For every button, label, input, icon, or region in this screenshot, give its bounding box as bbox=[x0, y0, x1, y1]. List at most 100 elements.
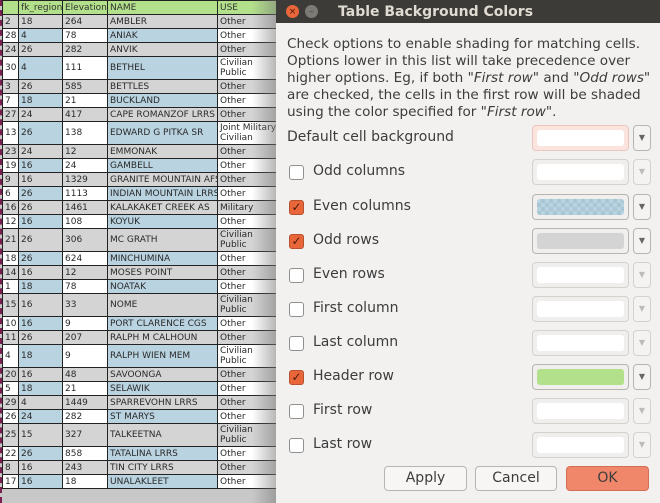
table-cell[interactable]: SPARREVOHN LRRS bbox=[107, 395, 218, 410]
table-cell[interactable]: RALPH M CALHOUN bbox=[107, 330, 218, 345]
table-cell[interactable]: Other bbox=[217, 28, 277, 43]
table-cell[interactable]: 138 bbox=[62, 121, 108, 145]
table-cell[interactable]: 3 bbox=[2, 79, 19, 94]
column-header[interactable]: fk_region bbox=[18, 0, 63, 15]
table-cell[interactable]: 9 bbox=[62, 344, 108, 368]
table-cell[interactable]: 16 bbox=[18, 460, 63, 475]
table-cell[interactable]: ST MARYS bbox=[107, 409, 218, 424]
table-cell[interactable]: MINCHUMINA bbox=[107, 251, 218, 266]
table-cell[interactable]: UNALAKLEET bbox=[107, 474, 218, 489]
table-cell[interactable]: 26 bbox=[18, 228, 63, 252]
table-cell[interactable]: 858 bbox=[62, 446, 108, 461]
table-cell[interactable]: 28 bbox=[2, 28, 19, 43]
table-cell[interactable]: 417 bbox=[62, 107, 108, 122]
column-header[interactable]: Elevation bbox=[62, 0, 108, 15]
table-cell[interactable]: Other bbox=[217, 172, 277, 187]
table-cell[interactable]: 624 bbox=[62, 251, 108, 266]
first-row-checkbox[interactable] bbox=[289, 404, 304, 419]
table-cell[interactable]: BUCKLAND bbox=[107, 93, 218, 108]
first-column-color-button[interactable] bbox=[532, 296, 629, 322]
even-rows-checkbox[interactable] bbox=[289, 268, 304, 283]
table-cell[interactable]: 23 bbox=[2, 144, 19, 159]
table-cell[interactable]: 19 bbox=[2, 158, 19, 173]
table-cell[interactable]: Joint Military Civilian bbox=[217, 121, 277, 145]
table-cell[interactable]: 6 bbox=[2, 186, 19, 201]
table-cell[interactable]: 13 bbox=[2, 121, 19, 145]
minimize-button[interactable]: – bbox=[305, 5, 318, 18]
table-cell[interactable]: 26 bbox=[18, 186, 63, 201]
table-cell[interactable]: 15 bbox=[18, 423, 63, 447]
table-cell[interactable]: Other bbox=[217, 144, 277, 159]
table-cell[interactable]: Civilian Public bbox=[217, 423, 277, 447]
apply-button[interactable]: Apply bbox=[384, 466, 467, 491]
table-cell[interactable]: Other bbox=[217, 316, 277, 331]
table-cell[interactable]: RALPH WIEN MEM bbox=[107, 344, 218, 368]
table-cell[interactable]: Other bbox=[217, 107, 277, 122]
table-cell[interactable]: ANIAK bbox=[107, 28, 218, 43]
odd-rows-color-button[interactable] bbox=[532, 228, 629, 254]
table-cell[interactable]: Other bbox=[217, 395, 277, 410]
table-cell[interactable]: Civilian Public bbox=[217, 344, 277, 368]
table-cell[interactable]: Other bbox=[217, 186, 277, 201]
table-cell[interactable]: 21 bbox=[2, 228, 19, 252]
table-cell[interactable]: 26 bbox=[2, 409, 19, 424]
table-cell[interactable]: Other bbox=[217, 265, 277, 280]
table-cell[interactable]: 24 bbox=[18, 107, 63, 122]
close-button[interactable]: × bbox=[286, 5, 299, 18]
table-cell[interactable]: Other bbox=[217, 279, 277, 294]
table-cell[interactable]: INDIAN MOUNTAIN LRRS bbox=[107, 186, 218, 201]
table-cell[interactable]: 1449 bbox=[62, 395, 108, 410]
table-cell[interactable]: 8 bbox=[2, 460, 19, 475]
table-cell[interactable]: 18 bbox=[18, 344, 63, 368]
table-cell[interactable]: 24 bbox=[18, 144, 63, 159]
table-cell[interactable]: GRANITE MOUNTAIN AFS bbox=[107, 172, 218, 187]
table-cell[interactable]: AMBLER bbox=[107, 14, 218, 29]
table-cell[interactable]: 4 bbox=[2, 344, 19, 368]
table-cell[interactable]: 25 bbox=[2, 423, 19, 447]
table-cell[interactable]: BETHEL bbox=[107, 56, 218, 80]
table-cell[interactable]: EMMONAK bbox=[107, 144, 218, 159]
odd-rows-color-dropdown[interactable]: ▼ bbox=[633, 228, 651, 254]
table-cell[interactable]: 16 bbox=[18, 172, 63, 187]
first-row-color-dropdown[interactable]: ▼ bbox=[633, 398, 651, 424]
table-cell[interactable]: 264 bbox=[62, 14, 108, 29]
table-cell[interactable]: 4 bbox=[18, 395, 63, 410]
table-cell[interactable]: 24 bbox=[2, 42, 19, 57]
table-cell[interactable]: Other bbox=[217, 330, 277, 345]
table-cell[interactable]: Other bbox=[217, 474, 277, 489]
even-columns-color-button[interactable] bbox=[532, 194, 629, 220]
table-cell[interactable]: 26 bbox=[18, 42, 63, 57]
header-row-color-button[interactable] bbox=[532, 364, 629, 390]
cancel-button[interactable]: Cancel bbox=[475, 466, 557, 491]
table-cell[interactable]: 26 bbox=[18, 330, 63, 345]
table-cell[interactable]: 24 bbox=[62, 158, 108, 173]
table-cell[interactable]: 48 bbox=[62, 367, 108, 382]
last-row-color-button[interactable] bbox=[532, 432, 629, 458]
table-cell[interactable]: 26 bbox=[18, 446, 63, 461]
table-cell[interactable]: 9 bbox=[62, 316, 108, 331]
table-cell[interactable]: Other bbox=[217, 14, 277, 29]
table-cell[interactable]: Other bbox=[217, 158, 277, 173]
table-cell[interactable]: 9 bbox=[2, 172, 19, 187]
table-cell[interactable]: 14 bbox=[2, 265, 19, 280]
odd-columns-checkbox[interactable] bbox=[289, 165, 304, 180]
table-cell[interactable]: 1461 bbox=[62, 200, 108, 215]
table-cell[interactable]: 18 bbox=[18, 279, 63, 294]
table-cell[interactable]: 18 bbox=[18, 93, 63, 108]
table-cell[interactable]: 12 bbox=[62, 144, 108, 159]
table-cell[interactable]: Civilian Public bbox=[217, 293, 277, 317]
table-cell[interactable]: 21 bbox=[62, 381, 108, 396]
table-cell[interactable]: 22 bbox=[2, 446, 19, 461]
table-cell[interactable]: 26 bbox=[18, 121, 63, 145]
table-cell[interactable]: Other bbox=[217, 367, 277, 382]
table-cell[interactable]: SELAWIK bbox=[107, 381, 218, 396]
table-cell[interactable]: EDWARD G PITKA SR bbox=[107, 121, 218, 145]
table-cell[interactable]: 18 bbox=[62, 474, 108, 489]
table-cell[interactable]: CAPE ROMANZOF LRRS bbox=[107, 107, 218, 122]
table-cell[interactable]: Civilian Public bbox=[217, 228, 277, 252]
table-cell[interactable]: MC GRATH bbox=[107, 228, 218, 252]
table-cell[interactable]: 1113 bbox=[62, 186, 108, 201]
table-cell[interactable]: TALKEETNA bbox=[107, 423, 218, 447]
header-row-checkbox[interactable]: ✓ bbox=[289, 370, 304, 385]
table-cell[interactable]: 207 bbox=[62, 330, 108, 345]
